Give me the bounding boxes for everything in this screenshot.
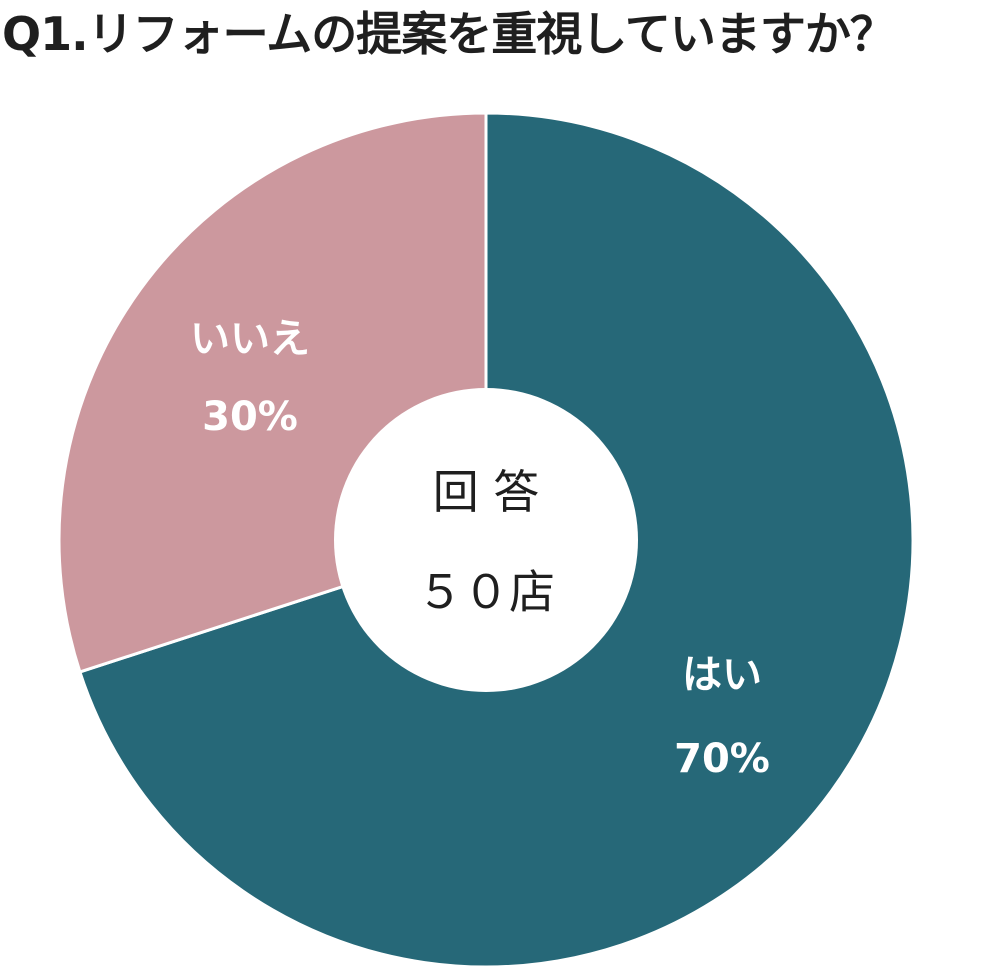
slice-value-label-yes: 70% (674, 736, 770, 782)
chart-title: Q1.リフォームの提案を重視していますか？ (2, 7, 896, 61)
center-label-responses: 回 答 (433, 465, 540, 519)
slice-value-label-no: 30% (202, 394, 298, 440)
slice-name-label-no: いいえ (190, 316, 310, 362)
slice-name-label-yes: はい (682, 652, 762, 698)
donut-center-hole (334, 388, 638, 692)
center-label-store-count: ５０店 (417, 565, 555, 619)
